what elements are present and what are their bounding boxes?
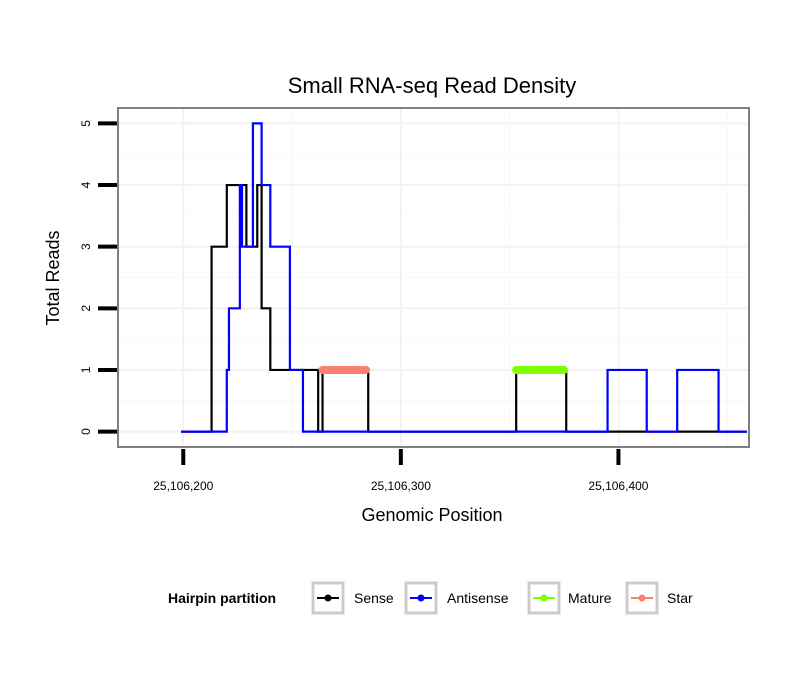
series-layer — [181, 122, 747, 433]
axes: 25,106,200 25,106,300 25,106,400 0 1 2 3 4 5 — [79, 120, 649, 493]
y-axis-title: Total Reads — [43, 230, 63, 325]
y-tick-label: 0 — [79, 428, 93, 435]
series-points-star — [318, 365, 371, 374]
series-line-antisense — [181, 122, 747, 433]
chart-title: Small RNA-seq Read Density — [288, 73, 577, 98]
legend-label-sense: Sense — [354, 590, 394, 606]
y-tick-label: 1 — [79, 366, 93, 373]
legend-label-antisense: Antisense — [447, 590, 509, 606]
y-tick-label: 4 — [79, 181, 93, 188]
legend-title: Hairpin partition — [168, 590, 276, 606]
x-axis-title: Genomic Position — [361, 505, 502, 525]
y-tick-label: 2 — [79, 305, 93, 312]
data-point — [560, 365, 569, 374]
legend: Hairpin partition Sense Antisense Mature St… — [168, 581, 693, 615]
y-tick-label: 5 — [79, 120, 93, 127]
legend-label-mature: Mature — [568, 590, 612, 606]
data-point — [362, 365, 371, 374]
x-tick-label: 25,106,200 — [153, 479, 213, 493]
legend-label-star: Star — [667, 590, 693, 606]
y-tick-label: 3 — [79, 243, 93, 250]
legend-key-point — [417, 594, 425, 602]
x-tick-label: 25,106,300 — [371, 479, 431, 493]
legend-key-point — [638, 594, 646, 602]
x-tick-label: 25,106,400 — [588, 479, 648, 493]
legend-key-point — [324, 594, 332, 602]
series-points-mature — [512, 365, 569, 374]
legend-key-point — [540, 594, 548, 602]
